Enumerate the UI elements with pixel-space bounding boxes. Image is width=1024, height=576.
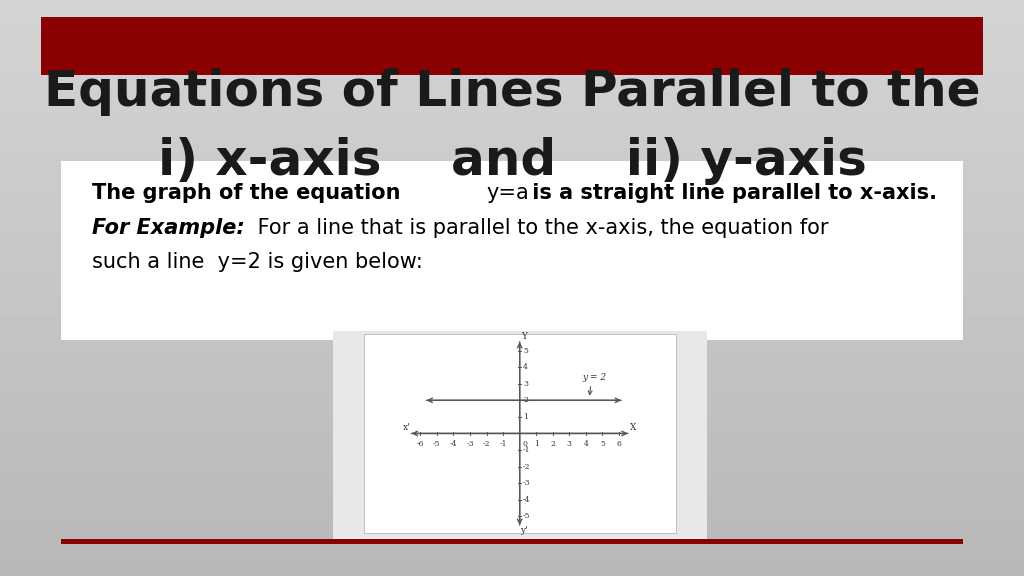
Text: -5: -5 (523, 512, 530, 520)
Text: y = 2: y = 2 (583, 373, 607, 382)
Text: 0: 0 (522, 440, 527, 448)
Text: 5: 5 (600, 440, 605, 448)
Text: -3: -3 (466, 440, 474, 448)
Text: such a line  y=2 is given below:: such a line y=2 is given below: (92, 252, 423, 272)
Text: -2: -2 (482, 440, 490, 448)
Text: -1: -1 (523, 446, 530, 454)
Text: 6: 6 (616, 440, 622, 448)
Text: 4: 4 (584, 440, 589, 448)
Text: -1: -1 (500, 440, 507, 448)
Text: For Example:: For Example: (92, 218, 245, 237)
Text: 2: 2 (523, 396, 527, 404)
Text: 1: 1 (523, 413, 527, 421)
Text: is a straight line parallel to x-axis.: is a straight line parallel to x-axis. (525, 183, 937, 203)
Text: X: X (630, 423, 636, 432)
Text: i) x-axis    and    ii) y-axis: i) x-axis and ii) y-axis (158, 137, 866, 185)
Text: -3: -3 (523, 479, 530, 487)
Text: 1: 1 (534, 440, 539, 448)
Text: y': y' (520, 526, 527, 535)
Text: Equations of Lines Parallel to the: Equations of Lines Parallel to the (44, 68, 980, 116)
Text: -4: -4 (523, 496, 530, 503)
Text: -2: -2 (523, 463, 530, 471)
Text: For a line that is parallel to the x-axis, the equation for: For a line that is parallel to the x-axi… (251, 218, 828, 237)
Text: 2: 2 (550, 440, 555, 448)
Text: Y: Y (521, 332, 526, 341)
Text: -4: -4 (450, 440, 457, 448)
Text: 3: 3 (567, 440, 571, 448)
Text: -6: -6 (417, 440, 424, 448)
Text: -5: -5 (433, 440, 440, 448)
Text: y=a: y=a (486, 183, 529, 203)
Text: 3: 3 (523, 380, 528, 388)
Text: The graph of the equation: The graph of the equation (92, 183, 408, 203)
Text: 4: 4 (523, 363, 527, 371)
Text: 5: 5 (523, 347, 527, 355)
Text: x': x' (402, 423, 410, 432)
